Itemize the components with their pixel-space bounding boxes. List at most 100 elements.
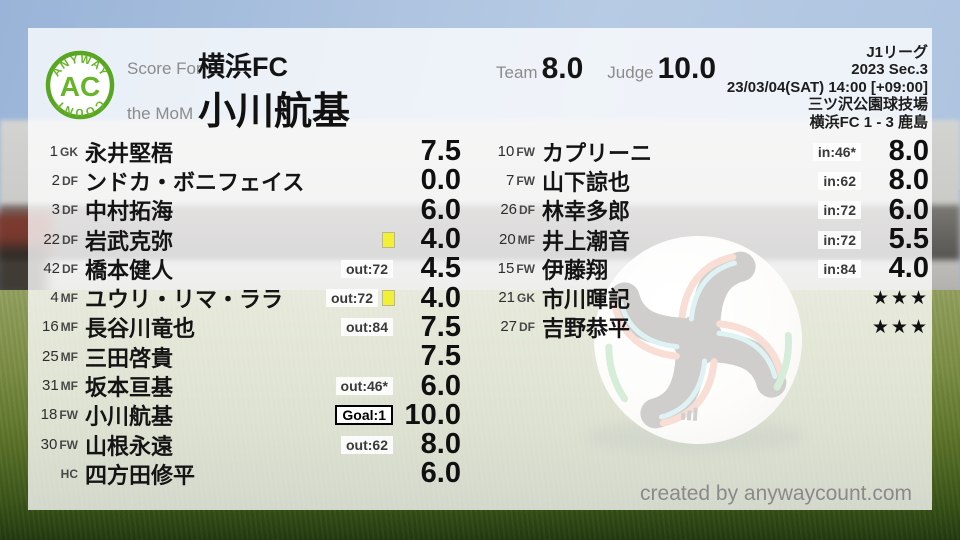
player-name: 長谷川竜也	[85, 316, 196, 342]
substitution-badge: in:72	[818, 201, 861, 220]
player-row: 26 DF 林幸多郎 in:72 6.0	[484, 193, 929, 226]
score-panel: ANYWAY COUNT AC Score For 横浜FC the MoM 小…	[28, 28, 932, 510]
player-number-position: 27 DF	[500, 318, 535, 336]
player-row: 20 MF 井上潮音 in:72 5.5	[484, 223, 929, 255]
player-row: 31 MF 坂本亘基 out:46* 6.0	[28, 369, 461, 402]
player-row: 7 FW 山下諒也 in:62 8.0	[484, 164, 929, 197]
player-name: 永井堅梧	[85, 140, 174, 166]
player-score: 0.0	[420, 164, 461, 197]
player-score: 7.5	[420, 310, 461, 343]
player-name: ユウリ・リマ・ララ	[85, 287, 284, 313]
player-name: 井上潮音	[542, 228, 631, 254]
player-row: 22 DF 岩武克弥 4.0	[28, 223, 461, 256]
player-score: 8.0	[888, 164, 929, 197]
player-score: 6.0	[888, 193, 929, 226]
player-number-position: 26 DF	[500, 201, 535, 219]
player-number-position: 4 MF	[50, 289, 78, 307]
player-name: 伊藤翔	[542, 257, 609, 283]
player-row: 4 MF ユウリ・リマ・ララ out:72 4.0	[28, 281, 461, 314]
player-score: 6.0	[420, 457, 461, 490]
player-row: 30 FW 山根永遠 out:62 8.0	[28, 428, 461, 461]
player-score: 4.0	[888, 252, 929, 285]
player-score: 4.0	[420, 281, 461, 314]
player-name: 坂本亘基	[85, 375, 174, 401]
player-number-position: 15 FW	[497, 259, 535, 277]
player-row: 16 MF 長谷川竜也 out:84 7.5	[28, 310, 461, 343]
starting-lineup-list: 1 GK 永井堅梧 7.5 2 DF ンドカ・ボニフェイス 0.0 3 DF 中村拓海	[28, 135, 461, 490]
player-number-position: 42 DF	[43, 259, 78, 277]
player-number-position: 7 FW	[506, 171, 535, 189]
judge-score-label: Judge	[607, 63, 654, 82]
player-row: 2 DF ンドカ・ボニフェイス 0.0	[28, 164, 461, 197]
substitution-badge: in:46*	[812, 142, 861, 161]
player-number-position: 2 DF	[51, 171, 78, 189]
player-name: ンドカ・ボニフェイス	[85, 169, 305, 195]
player-number-position: 18 FW	[40, 406, 78, 424]
yellow-card-icon	[382, 231, 395, 248]
player-row: 18 FW 小川航基 Goal:1 10.0	[28, 398, 461, 431]
player-score: 7.5	[420, 135, 461, 168]
player-row: HC 四方田修平 6.0	[28, 457, 461, 490]
player-row: 10 FW カプリーニ in:46* 8.0	[484, 135, 929, 168]
credit-text: created by anywaycount.com	[640, 482, 912, 505]
player-name: 市川暉記	[542, 287, 631, 313]
kickoff-datetime: 23/03/04(SAT) 14:00 [+09:00]	[726, 78, 928, 96]
player-row: 42 DF 橋本健人 out:72 4.5	[28, 252, 461, 285]
player-row: 1 GK 永井堅梧 7.5	[28, 135, 461, 168]
substitution-badge: out:72	[341, 259, 393, 278]
substitution-badge: out:84	[341, 318, 393, 337]
substitution-badge: in:84	[818, 259, 861, 278]
player-name: 中村拓海	[85, 199, 174, 225]
team-name: 横浜FC	[198, 52, 288, 82]
score-for-label: Score For	[127, 59, 202, 78]
league-name: J1リーグ	[866, 44, 928, 61]
match-result: 横浜FC 1 - 3 鹿島	[809, 113, 928, 131]
substitution-badge: Goal:1	[335, 405, 393, 426]
player-name: 林幸多郎	[542, 199, 631, 225]
player-name: 橋本健人	[85, 257, 174, 283]
player-name: 三田啓貴	[85, 345, 174, 371]
player-row: 3 DF 中村拓海 6.0	[28, 193, 461, 226]
player-number-position: 22 DF	[43, 230, 78, 248]
player-name: 吉野恭平	[542, 316, 631, 342]
yellow-card-icon	[382, 290, 395, 307]
player-row: 27 DF 吉野恭平 ★★★	[484, 313, 929, 342]
player-number-position: 21 GK	[498, 289, 535, 307]
substitution-badge: in:62	[818, 171, 861, 190]
player-row: 21 GK 市川暉記 ★★★	[484, 283, 929, 312]
player-row: 15 FW 伊藤翔 in:84 4.0	[484, 252, 929, 285]
player-number-position: 10 FW	[497, 142, 535, 160]
player-number-position: 31 MF	[41, 377, 78, 395]
player-number-position: 30 FW	[40, 435, 78, 453]
player-score: 7.5	[420, 340, 461, 373]
player-score: 8.0	[420, 428, 461, 461]
player-name: 山根永遠	[85, 433, 174, 459]
substitution-badge: out:62	[341, 435, 393, 454]
team-score-label: Team	[496, 63, 538, 82]
player-score: 10.0	[404, 398, 461, 431]
player-name: 小川航基	[85, 404, 174, 430]
judge-score-value: 10.0	[657, 52, 717, 85]
player-number-position: 3 DF	[51, 201, 78, 219]
anywaycount-logo-icon: ANYWAY COUNT AC	[44, 49, 116, 121]
player-score: 4.5	[420, 252, 461, 285]
player-row: 25 MF 三田啓貴 7.5	[28, 340, 461, 373]
player-name: 四方田修平	[85, 462, 196, 488]
player-score: 4.0	[420, 223, 461, 256]
player-score: 6.0	[420, 369, 461, 402]
substitution-badge: in:72	[818, 230, 861, 249]
player-score: 8.0	[888, 135, 929, 168]
logo-center-text: AC	[60, 71, 100, 102]
overall-scores: Team 8.0 Judge 10.0	[496, 52, 716, 86]
player-score: ★★★	[871, 316, 929, 338]
season-section: 2023 Sec.3	[851, 61, 928, 79]
substitution-badge: out:72	[326, 289, 378, 308]
mom-label: the MoM	[127, 104, 194, 123]
substitution-badge: out:46*	[335, 377, 393, 396]
player-number-position: 16 MF	[41, 318, 78, 336]
match-info: J1リーグ 2023 Sec.3 23/03/04(SAT) 14:00 [+0…	[727, 44, 928, 131]
player-number-position: HC	[60, 466, 78, 481]
player-number-position: 25 MF	[41, 347, 78, 365]
player-score: 6.0	[420, 193, 461, 226]
player-number-position: 1 GK	[49, 142, 78, 160]
